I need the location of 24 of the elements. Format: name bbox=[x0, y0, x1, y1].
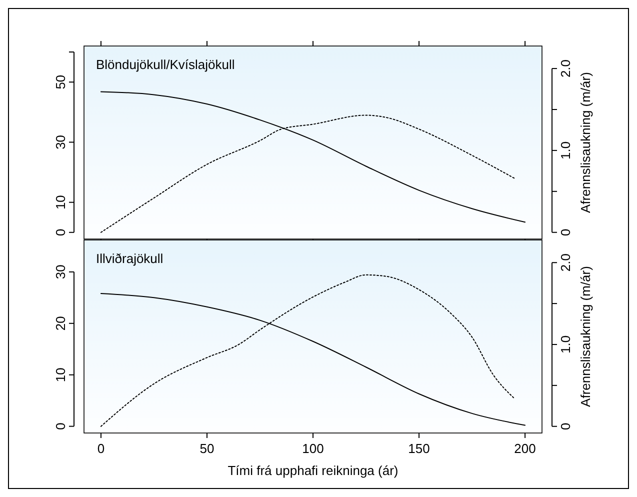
y-tick-label: 50 bbox=[53, 74, 68, 90]
x-tick-label: 0 bbox=[97, 441, 105, 456]
x-axis-title: Tími frá upphafi reikninga (ár) bbox=[228, 463, 398, 478]
y2-tick-label: 0 bbox=[558, 228, 573, 236]
y2-tick-label: 1.0 bbox=[558, 141, 573, 160]
y2-tick-label: 2.0 bbox=[558, 59, 573, 78]
y-tick-label: 20 bbox=[53, 316, 68, 331]
y-tick-label: 0 bbox=[53, 228, 68, 236]
y2-tick-label: 2.0 bbox=[558, 254, 573, 272]
y2-tick-label: 0 bbox=[558, 422, 573, 430]
x-tick-label: 150 bbox=[408, 441, 430, 456]
y-tick-label: 10 bbox=[53, 195, 68, 210]
x-tick-label: 50 bbox=[200, 441, 214, 456]
text: Blöndujökull/Kvíslajökull bbox=[96, 57, 235, 72]
y2-tick-label: 1.0 bbox=[558, 335, 573, 354]
x-tick-label: 200 bbox=[514, 441, 536, 456]
y2-axis-title: Afrennslisaukning (m/ár) bbox=[578, 266, 593, 407]
x-tick-label: 100 bbox=[302, 441, 324, 456]
y-tick-label: 10 bbox=[53, 368, 68, 382]
y-tick-label: 0 bbox=[53, 422, 68, 430]
text: Illviðrajökull bbox=[96, 251, 164, 266]
y2-axis-title: Afrennslisaukning (m/ár) bbox=[578, 72, 593, 213]
y-tick-label: 30 bbox=[53, 264, 68, 280]
y-tick-label: 30 bbox=[53, 134, 68, 150]
